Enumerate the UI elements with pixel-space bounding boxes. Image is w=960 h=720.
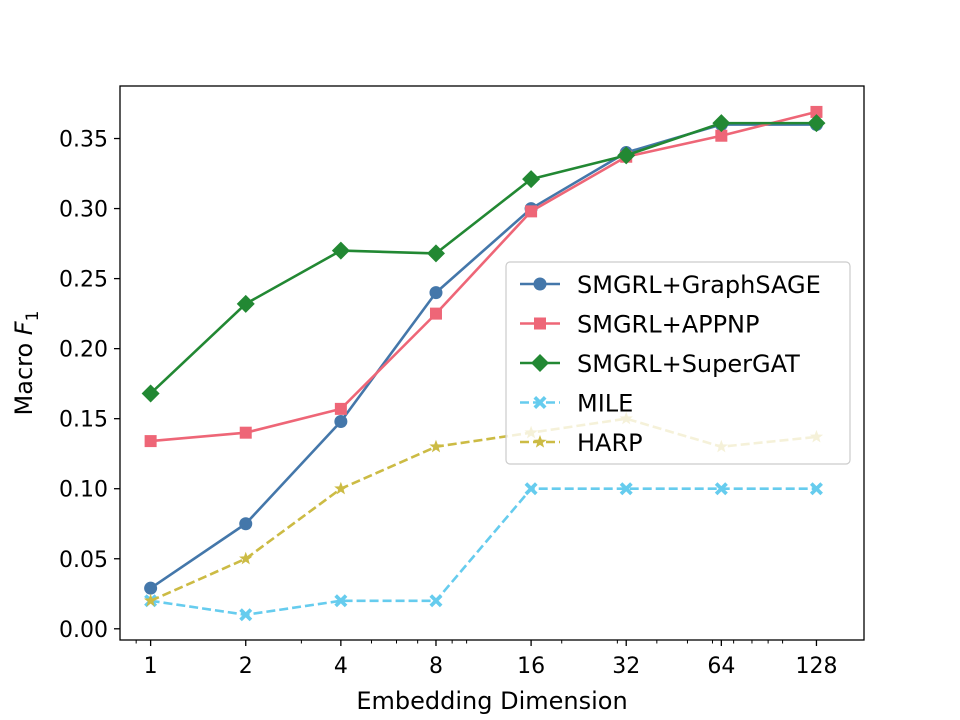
legend-marker (533, 277, 547, 291)
legend-marker (533, 435, 547, 448)
data-point (334, 402, 347, 415)
data-point (239, 608, 253, 622)
data-point (426, 244, 445, 263)
legend-label: SMGRL+APPNP (577, 311, 759, 339)
legend-marker (534, 317, 546, 330)
series-line (149, 121, 817, 395)
data-point (144, 581, 158, 595)
data-point (807, 114, 826, 133)
y-axis-label: Macro F1 (10, 311, 43, 416)
series-smgrl-appnp (144, 105, 823, 448)
x-axis-label: Embedding Dimension (356, 687, 627, 715)
legend-label: SMGRL+GraphSAGE (577, 271, 821, 299)
data-point (714, 482, 728, 496)
y-tick-label: 0.00 (59, 618, 108, 643)
data-point (334, 481, 348, 495)
series-line (150, 110, 817, 443)
x-tick-label: 2 (239, 654, 253, 679)
legend-label: SMGRL+SuperGAT (577, 350, 800, 378)
y-tick-label: 0.15 (59, 408, 108, 433)
x-tick-label: 32 (612, 654, 640, 679)
data-point (522, 170, 541, 189)
x-tick-label: 128 (795, 654, 837, 679)
data-point (331, 241, 350, 260)
data-point (334, 414, 348, 428)
data-point (236, 294, 255, 313)
x-tick-label: 64 (707, 654, 735, 679)
y-tick-label: 0.20 (59, 338, 108, 363)
data-point (429, 286, 443, 300)
data-point (617, 146, 636, 165)
data-point (239, 517, 253, 531)
y-axis-label-sub: 1 (23, 311, 43, 322)
series-smgrl-supergat (141, 114, 826, 403)
y-tick-label: 0.35 (59, 128, 108, 153)
y-axis-label-var: F (10, 320, 38, 335)
y-tick-label: 0.10 (59, 478, 108, 503)
x-tick-label: 16 (517, 654, 545, 679)
data-point (144, 435, 157, 448)
series-layer (141, 105, 826, 622)
data-point (715, 129, 728, 142)
x-tick-label: 1 (144, 654, 158, 679)
y-tick-label: 0.30 (59, 198, 108, 223)
x-tick-label: 4 (334, 654, 348, 679)
legend-entry (520, 354, 560, 372)
legend: SMGRL+GraphSAGE SMGRL+APPNP SMGRL+SuperGAT… (505, 261, 851, 465)
data-point (429, 439, 443, 453)
y-tick-label: 0.05 (59, 548, 108, 573)
legend-entry (520, 317, 560, 330)
legend-entry (520, 277, 560, 291)
legend-marker (533, 396, 547, 409)
data-point (429, 307, 442, 320)
legend-box (505, 261, 851, 465)
data-point (712, 114, 731, 133)
legend-marker (531, 354, 549, 372)
data-point (525, 205, 538, 218)
legend-label: MILE (577, 390, 633, 418)
data-point (809, 482, 823, 496)
data-point (810, 105, 823, 118)
y-tick-label: 0.25 (59, 268, 108, 293)
axes-frame (119, 85, 865, 641)
y-axis-label-prefix: Macro (10, 335, 38, 415)
legend-entry (520, 396, 560, 409)
data-point (239, 551, 253, 565)
data-point (239, 426, 252, 439)
legend-entry (520, 435, 560, 448)
legend-label: HARP (577, 429, 643, 457)
data-point (141, 384, 160, 403)
data-point (334, 594, 348, 608)
data-point (524, 482, 538, 496)
data-point (143, 593, 158, 607)
series-line (150, 487, 817, 617)
axes-layer: 0.00 0.05 0.10 0.15 0.20 0.25 0.30 0.35 1 2 4 8 16 32… (59, 85, 865, 679)
data-point (619, 482, 633, 496)
data-point (429, 594, 443, 608)
x-tick-label: 8 (429, 654, 443, 679)
